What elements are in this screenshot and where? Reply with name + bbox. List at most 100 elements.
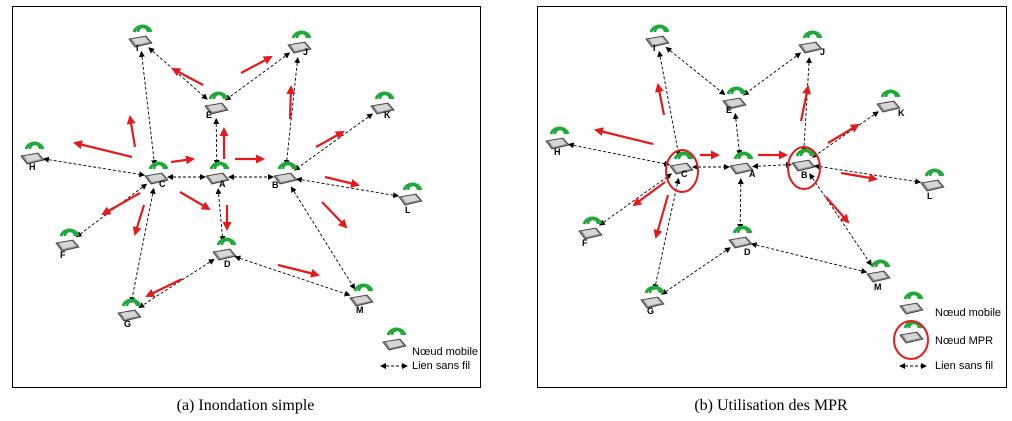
node-label-F: F bbox=[60, 250, 66, 260]
wireless-link bbox=[293, 113, 374, 171]
node-H bbox=[20, 141, 45, 165]
node-label-I: I bbox=[653, 43, 656, 53]
node-label-K: K bbox=[898, 108, 905, 118]
node-label-H: H bbox=[29, 162, 36, 172]
node-C bbox=[669, 151, 694, 175]
node-label-D: D bbox=[224, 259, 231, 269]
broadcast-arrow bbox=[179, 191, 211, 211]
legend-mobile-node-label: Nœud mobile bbox=[412, 346, 478, 358]
legend-mpr-circle bbox=[893, 320, 929, 360]
wireless-link bbox=[42, 156, 146, 178]
node-label-E: E bbox=[206, 110, 212, 120]
node-J bbox=[287, 30, 312, 54]
node-label-L: L bbox=[927, 191, 933, 201]
node-E bbox=[722, 86, 747, 110]
node-D bbox=[728, 225, 753, 249]
broadcast-arrow bbox=[277, 263, 320, 278]
legend-link-label: Lien sans fil bbox=[935, 360, 993, 372]
node-L bbox=[398, 182, 423, 206]
node-A bbox=[205, 161, 230, 185]
broadcast-arrow bbox=[632, 181, 666, 207]
node-label-G: G bbox=[124, 319, 131, 329]
wireless-link bbox=[801, 56, 812, 154]
panel-a: I J E H C A B K L F D G M Nœud mobile Lien sans fil bbox=[12, 6, 481, 388]
broadcast-arrow bbox=[654, 83, 666, 116]
node-label-I: I bbox=[136, 43, 139, 53]
node-E bbox=[204, 91, 229, 115]
node-M bbox=[349, 283, 374, 307]
wireless-link bbox=[657, 50, 681, 157]
node-L bbox=[920, 168, 945, 192]
broadcast-arrow bbox=[171, 68, 204, 86]
node-D bbox=[212, 237, 237, 261]
broadcast-arrow bbox=[653, 194, 670, 239]
legend-mobile-node-label: Nœud mobile bbox=[935, 307, 1001, 319]
wireless-link bbox=[652, 177, 681, 291]
panel-b: I J E H C A B K L F D G M Nœud mobile Nœud MPR Lien san… bbox=[537, 6, 1007, 388]
broadcast-arrow bbox=[286, 85, 296, 120]
broadcast-arrow bbox=[145, 278, 183, 297]
broadcast-arrow bbox=[827, 123, 860, 144]
node-label-C: C bbox=[681, 169, 688, 179]
mpr-circle-B bbox=[787, 146, 821, 190]
broadcast-arrow bbox=[240, 56, 273, 74]
node-label-A: A bbox=[219, 179, 226, 189]
node-label-G: G bbox=[647, 306, 654, 316]
node-B bbox=[273, 161, 298, 185]
wireless-link bbox=[283, 56, 301, 167]
broadcast-arrow bbox=[825, 196, 850, 224]
legend-mpr-node-label: Nœud MPR bbox=[935, 335, 993, 347]
node-A bbox=[729, 151, 754, 175]
node-label-D: D bbox=[744, 247, 751, 257]
wireless-link bbox=[213, 117, 220, 167]
wireless-link bbox=[751, 161, 793, 170]
caption-b: (b) Utilisation des MPR bbox=[694, 397, 848, 414]
wireless-link bbox=[809, 173, 872, 266]
node-label-C: C bbox=[159, 179, 166, 189]
wireless-link bbox=[665, 46, 726, 96]
wireless-link bbox=[75, 183, 148, 238]
broadcast-arrow bbox=[324, 175, 360, 188]
broadcast-arrow bbox=[126, 115, 137, 148]
legend-mobile-node-icon bbox=[382, 327, 407, 351]
node-label-B: B bbox=[272, 180, 279, 190]
broadcast-arrow bbox=[840, 171, 878, 183]
node-label-J: J bbox=[303, 47, 308, 57]
node-J bbox=[798, 30, 823, 54]
node-F bbox=[578, 216, 603, 240]
broadcast-arrow bbox=[594, 127, 654, 146]
legend-link-label: Lien sans fil bbox=[412, 360, 470, 372]
broadcast-arrow bbox=[73, 140, 133, 159]
node-K bbox=[370, 91, 395, 115]
broadcast-arrow bbox=[132, 204, 146, 236]
node-K bbox=[876, 89, 901, 113]
broadcast-arrow bbox=[101, 192, 141, 215]
legend-mobile-node-icon bbox=[899, 291, 924, 315]
wireless-link bbox=[661, 247, 731, 295]
node-label-F: F bbox=[582, 238, 588, 248]
broadcast-arrow bbox=[315, 131, 345, 148]
wireless-link bbox=[812, 111, 879, 158]
node-M bbox=[866, 259, 891, 283]
wireless-link bbox=[138, 50, 158, 167]
node-label-K: K bbox=[384, 110, 391, 120]
broadcast-arrow bbox=[799, 85, 811, 122]
wireless-link bbox=[234, 255, 351, 297]
wireless-link bbox=[215, 187, 226, 243]
node-label-A: A bbox=[749, 169, 756, 179]
wireless-link bbox=[138, 258, 215, 309]
caption-a: (a) Inondation simple bbox=[176, 397, 315, 414]
wireless-link bbox=[129, 187, 156, 304]
node-I bbox=[645, 24, 670, 48]
node-I bbox=[128, 24, 153, 48]
node-label-H: H bbox=[554, 147, 561, 157]
broadcast-arrow bbox=[321, 201, 348, 229]
wireless-link bbox=[732, 112, 743, 157]
node-C bbox=[144, 161, 169, 185]
legend-mpr-node-icon bbox=[899, 320, 924, 344]
wireless-link bbox=[148, 47, 208, 100]
wireless-link bbox=[750, 242, 868, 274]
wireless-link bbox=[813, 163, 922, 185]
node-F bbox=[55, 228, 80, 252]
wireless-link bbox=[737, 177, 744, 231]
